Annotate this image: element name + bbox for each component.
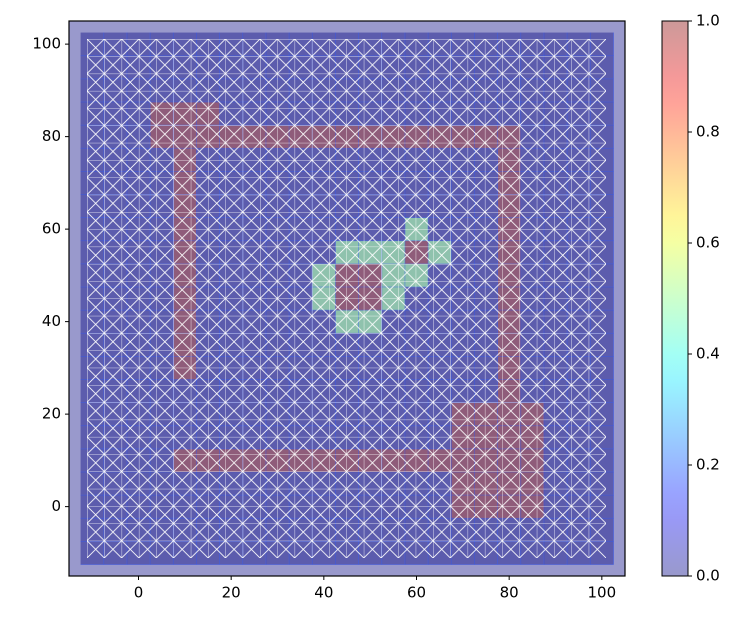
x-tick-label: 20 xyxy=(222,584,241,602)
colorbar-tick-label: 0.4 xyxy=(696,345,720,363)
x-tick-label: 100 xyxy=(588,584,617,602)
mesh xyxy=(87,39,606,558)
colorbar-tick-label: 0.2 xyxy=(696,456,720,474)
x-tick-label: 80 xyxy=(500,584,519,602)
x-tick-label: 60 xyxy=(407,584,426,602)
colorbar-tick-label: 0.6 xyxy=(696,234,720,252)
x-tick-label: 0 xyxy=(134,584,144,602)
y-tick-label: 80 xyxy=(42,127,61,145)
colorbar xyxy=(661,20,689,577)
y-tick-label: 0 xyxy=(51,497,61,515)
colorbar-tick-label: 1.0 xyxy=(696,12,720,30)
y-tick-label: 40 xyxy=(42,312,61,330)
colorbar-tick-label: 0.8 xyxy=(696,123,720,141)
y-tick-label: 60 xyxy=(42,220,61,238)
x-tick-label: 40 xyxy=(314,584,333,602)
axes-frame xyxy=(68,20,626,577)
y-tick-label: 100 xyxy=(32,35,61,53)
y-tick-label: 20 xyxy=(42,405,61,423)
colorbar-tick-label: 0.0 xyxy=(696,567,720,585)
